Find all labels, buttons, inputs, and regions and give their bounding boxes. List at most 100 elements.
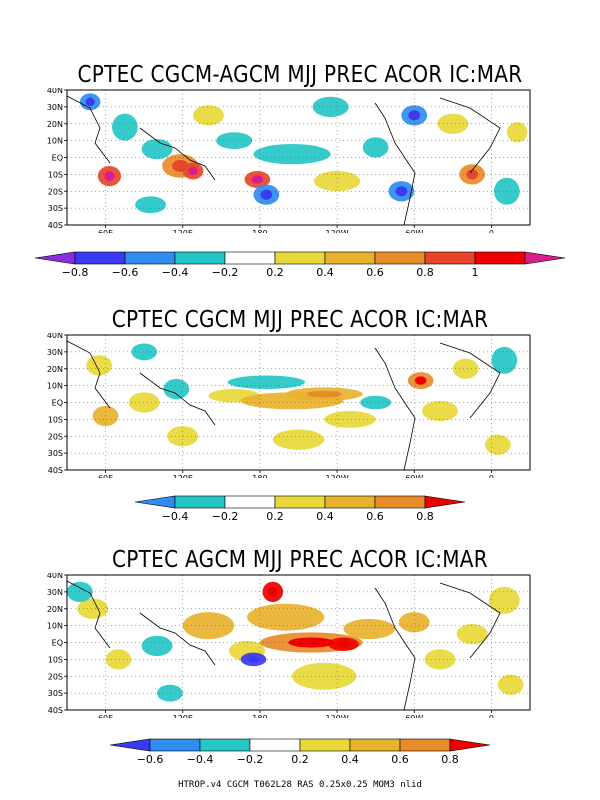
y-tick-label: 30S xyxy=(48,204,63,213)
anomaly-patch xyxy=(163,378,190,400)
x-tick-label: 60W xyxy=(405,229,423,233)
footer-caption: HTROP.v4 CGCM T062L28 RAS 0.25x0.25 MOM3… xyxy=(178,780,422,790)
anomaly-patch xyxy=(131,343,158,361)
coastline xyxy=(66,95,111,164)
anomaly-core xyxy=(104,171,115,182)
colorbar-label: −0.4 xyxy=(162,266,189,278)
colorbar-segment xyxy=(174,495,226,509)
coastline xyxy=(374,347,416,471)
y-tick-label: EQ xyxy=(52,639,63,648)
colorbar-segment xyxy=(349,738,401,752)
y-tick-label: 40N xyxy=(47,333,63,340)
panel-2-title: CPTEC CGCM MJJ PREC ACOR IC:MAR xyxy=(111,305,489,333)
panel-1-title: CPTEC CGCM-AGCM MJJ PREC ACOR IC:MAR xyxy=(77,60,523,88)
anomaly-patch xyxy=(193,105,224,126)
anomaly-patch xyxy=(167,426,199,447)
colorbar-left-arrow xyxy=(109,738,151,752)
x-tick-label: 120W xyxy=(325,229,348,233)
anomaly-patch xyxy=(437,113,469,134)
anomaly-patch xyxy=(292,662,357,690)
panel-1-map: 40N 30N 20N 10N EQ 10S 20S 30S 40S 60E 120E 180 120W… xyxy=(47,88,531,233)
panel-2-map: 40N 30N 20N 10N EQ 10S 20S 30S 40S 60E 120E 180 120W… xyxy=(47,333,531,478)
colorbar-right-arrow xyxy=(524,251,566,265)
anomaly-patch xyxy=(398,612,430,633)
colorbar-right-arrow xyxy=(424,495,466,509)
y-tick-label: 30N xyxy=(47,588,63,597)
anomaly-core xyxy=(85,97,95,107)
y-tick-label: 30N xyxy=(47,103,63,112)
colorbar-label: −0.2 xyxy=(212,510,239,522)
anomaly-core xyxy=(188,166,198,176)
y-tick-label: 20N xyxy=(47,605,63,614)
colorbar-left-arrow xyxy=(34,251,76,265)
coastline xyxy=(66,580,111,649)
anomaly-patch xyxy=(112,113,138,141)
colorbar-segment xyxy=(274,495,326,509)
y-tick-label: 40N xyxy=(47,88,63,95)
y-tick-label: EQ xyxy=(52,399,63,408)
x-tick-label: 0 xyxy=(489,474,494,478)
colorbar-label: 0.6 xyxy=(366,510,384,522)
x-tick-label: 120W xyxy=(325,714,348,718)
anomaly-patch xyxy=(141,635,173,656)
y-tick-label: 20N xyxy=(47,365,63,374)
colorbar-segment xyxy=(424,251,476,265)
anomaly-patch xyxy=(456,623,488,645)
anomaly-patch xyxy=(452,358,479,379)
coastline xyxy=(439,582,501,659)
colorbar-label: −0.4 xyxy=(162,510,189,522)
panel-1-colorbar: −0.8 −0.6 −0.4 −0.2 0.2 0.4 0.6 0.8 1 xyxy=(34,251,566,278)
y-tick-label: 30N xyxy=(47,348,63,357)
x-tick-label: 120E xyxy=(173,714,193,718)
anomaly-patch xyxy=(135,196,167,214)
y-tick-label: 40S xyxy=(48,466,63,475)
x-tick-label: 180 xyxy=(252,229,267,233)
anomaly-patch xyxy=(272,429,325,450)
colorbar-label: −0.6 xyxy=(112,266,139,278)
colorbar-segment xyxy=(224,251,276,265)
anomaly-patch xyxy=(253,144,331,165)
colorbar-segment xyxy=(474,251,526,265)
x-tick-label: 60W xyxy=(405,474,423,478)
anomaly-core xyxy=(395,186,408,197)
y-tick-label: 10S xyxy=(48,170,63,179)
x-tick-label: 60E xyxy=(98,714,113,718)
y-tick-label: 30S xyxy=(48,689,63,698)
coastline xyxy=(439,97,501,174)
anomaly-patch xyxy=(247,603,325,631)
anomaly-core xyxy=(251,175,264,184)
y-tick-label: 20N xyxy=(47,120,63,129)
x-tick-label: 60W xyxy=(405,714,423,718)
colorbar-segment xyxy=(149,738,201,752)
colorbar-label: −0.2 xyxy=(212,266,239,278)
anomaly-patch xyxy=(128,392,160,413)
x-tick-label: 120E xyxy=(173,229,193,233)
anomaly-patch xyxy=(421,400,458,422)
colorbar-segment xyxy=(199,738,251,752)
anomaly-patch xyxy=(312,96,349,117)
colorbar-label: −0.4 xyxy=(187,753,214,765)
colorbar-label: 0.2 xyxy=(266,266,284,278)
colorbar-label: −0.6 xyxy=(137,753,164,765)
colorbar-segment xyxy=(249,738,301,752)
x-tick-label: 0 xyxy=(489,229,494,233)
anomaly-patch xyxy=(362,137,389,158)
colorbar-right-arrow xyxy=(449,738,491,752)
anomaly-patch xyxy=(493,177,520,205)
colorbar-segment xyxy=(374,251,426,265)
anomaly-core xyxy=(268,586,278,597)
colorbar-segment xyxy=(324,251,376,265)
colorbar-segment xyxy=(299,738,351,752)
panel-3-map: 40N 30N 20N 10N EQ 10S 20S 30S 40S 60E 120E 180 120W… xyxy=(47,573,531,718)
x-tick-label: 120E xyxy=(173,474,193,478)
anomaly-patch xyxy=(484,434,511,455)
colorbar-label: 0.8 xyxy=(416,510,434,522)
anomaly-patch xyxy=(105,649,132,670)
anomaly-patch xyxy=(343,618,395,640)
anomaly-patch xyxy=(216,132,253,150)
colorbar-label: 1 xyxy=(472,266,479,278)
colorbar-segment xyxy=(124,251,176,265)
anomaly-patch xyxy=(77,598,109,619)
colorbar-label: 0.8 xyxy=(441,753,459,765)
anomaly-patch xyxy=(313,171,361,192)
